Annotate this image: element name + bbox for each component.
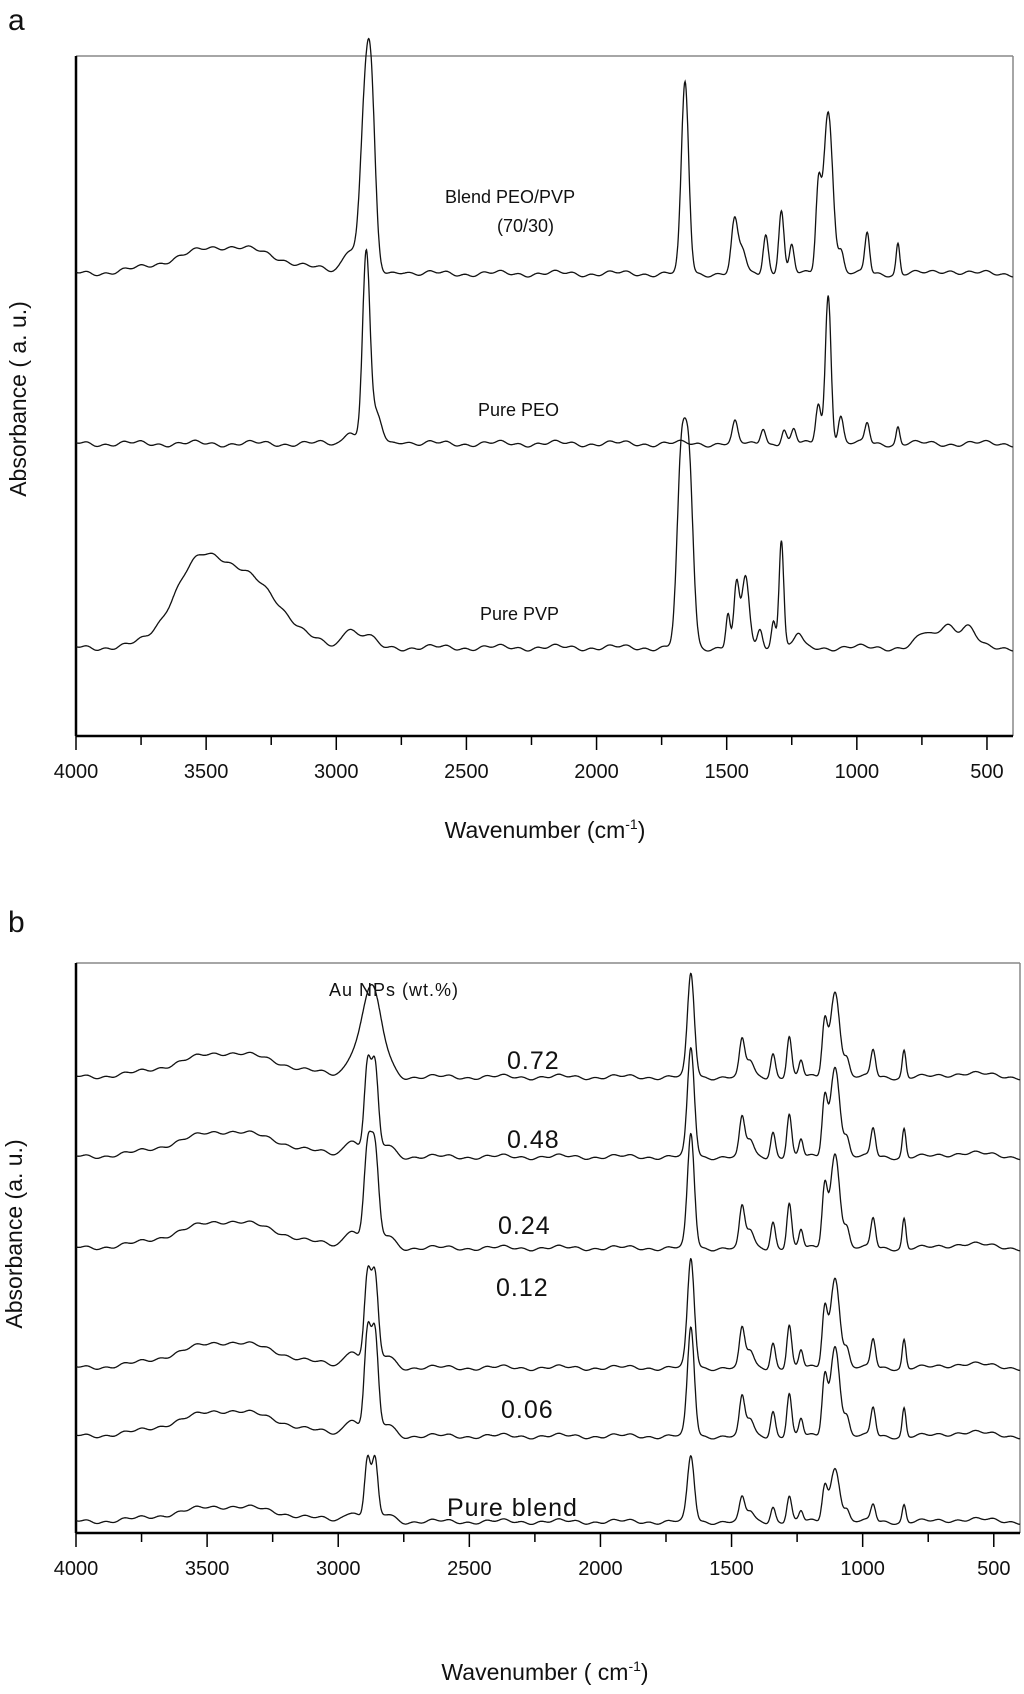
x-tick-label: 1000 [840,1558,885,1580]
x-tick-label: 500 [970,761,1003,783]
spectrum-line-0-24 [75,1130,1021,1252]
panel-a-ylabel: Absorbance ( a. u.) [5,301,31,497]
x-tick-label: 2500 [444,761,489,783]
annotation-0-06: 0.06 [501,1396,554,1424]
annotation-0-72: 0.72 [507,1047,560,1075]
x-tick-label: 1500 [709,1558,754,1580]
spectrum-line-0-12 [75,1257,1021,1372]
x-tick-label: 1000 [835,761,880,783]
spectrum-line-pure-peo [75,248,1013,448]
x-tick-label: 3500 [184,761,229,783]
x-tick-label: 2000 [574,761,619,783]
panel-b-ylabel: Absorbance (a. u.) [1,1139,27,1328]
spectrum-line-pure-blend [75,1454,1021,1526]
x-tick-label: 1500 [704,761,749,783]
spectrum-line-0-48 [75,1046,1021,1161]
x-tick-label: 500 [977,1558,1010,1580]
panel-a-xlabel: Wavenumber (cm-1) [445,816,646,843]
panel-a-plot: 4000 3500 3000 2500 2000 1500 1000 500 [54,37,1014,783]
legend-title: Au NPs (wt.%) [329,980,459,1000]
x-tick-label: 2000 [578,1558,623,1580]
x-tick-label: 3500 [185,1558,230,1580]
annotation-blend: Blend PEO/PVP [445,187,575,207]
x-tick-label: 3000 [316,1558,361,1580]
x-tick-label: 4000 [54,761,99,783]
panel-b-label: b [8,906,25,939]
annotation-0-24: 0.24 [498,1212,551,1240]
annotation-pure-peo: Pure PEO [478,400,559,420]
spectrum-line-blend-peo-pvp-70-30- [75,37,1013,278]
annotation-pure-pvp: Pure PVP [480,604,559,624]
x-tick-label: 4000 [54,1558,99,1580]
x-tick-label: 3000 [314,761,359,783]
annotation-0-12: 0.12 [496,1274,549,1302]
panel-a-label: a [8,4,25,37]
spectrum-line-pure-pvp [75,417,1013,652]
annotation-pure-blend: Pure blend [447,1494,578,1522]
annotation-0-48: 0.48 [507,1126,560,1154]
spectrum-line-0-06 [75,1320,1021,1440]
annotation-blend-ratio: (70/30) [497,216,554,236]
x-tick-label: 2500 [447,1558,492,1580]
spectrum-line-0-72 [75,972,1021,1081]
panel-b-xlabel: Wavenumber ( cm-1) [441,1658,648,1685]
panel-b-plot: 4000 3500 3000 2500 2000 1500 1000 500 [54,962,1021,1580]
